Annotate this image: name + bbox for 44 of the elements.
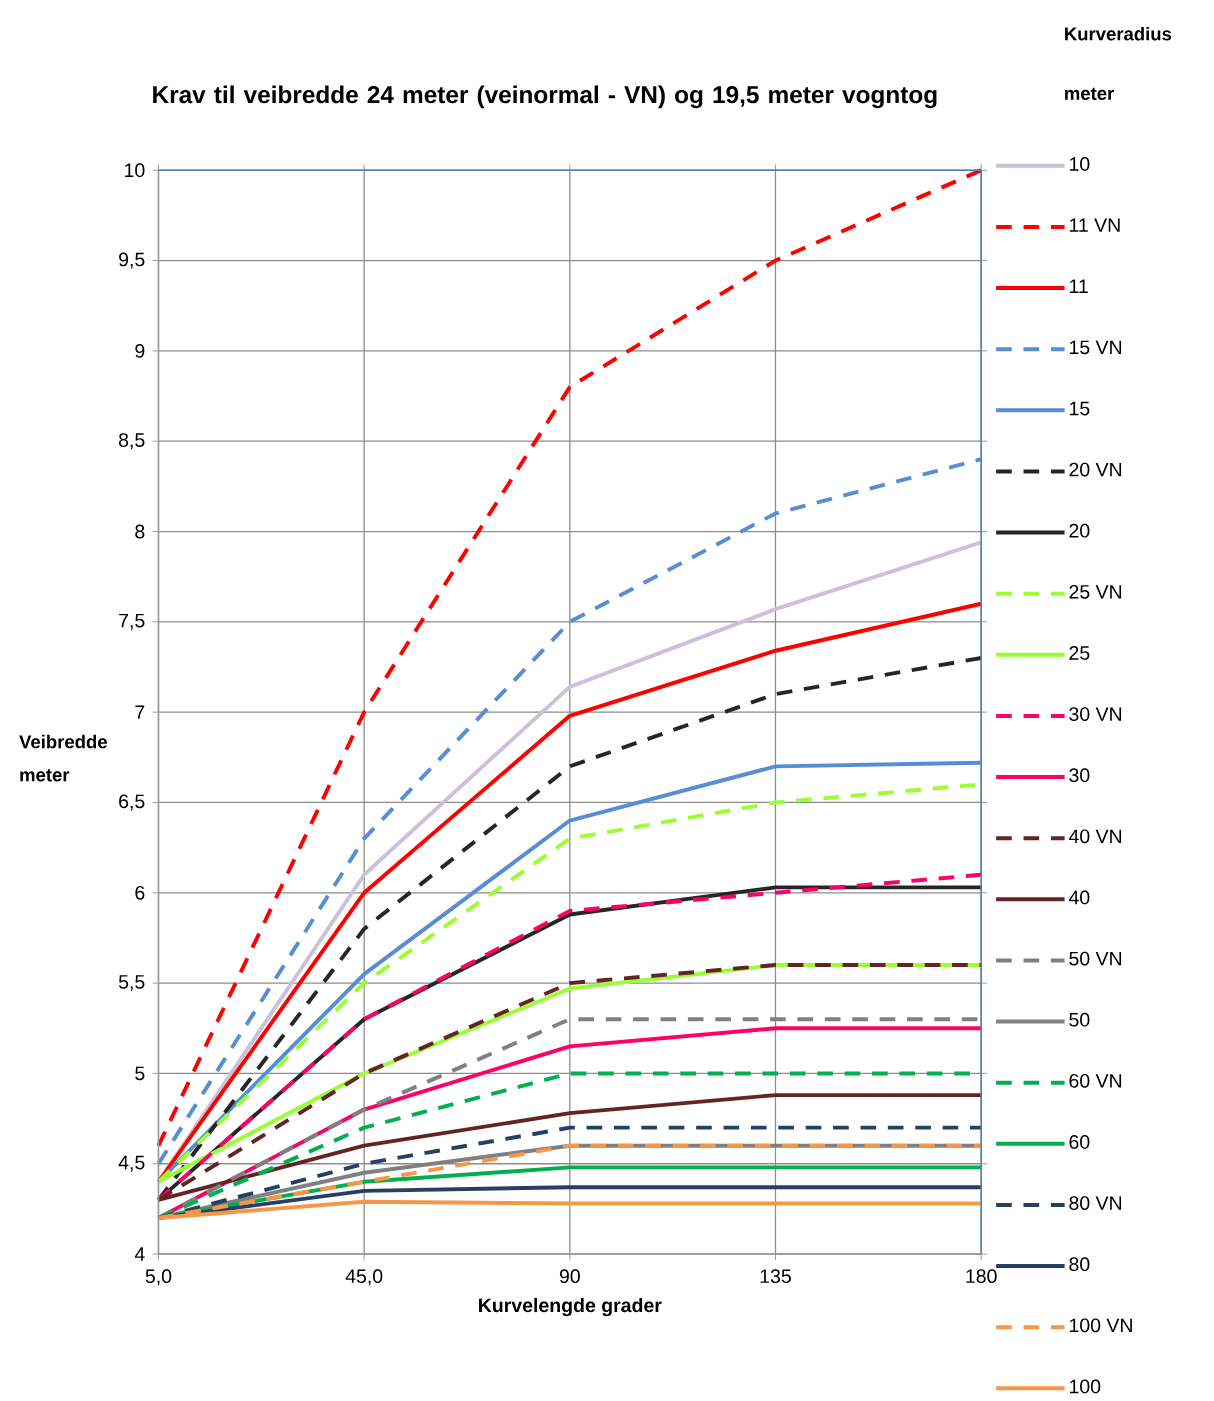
x-tick-label: 45,0 [345, 1269, 383, 1286]
y-tick-label: 7,5 [119, 613, 145, 630]
legend-label: 60 [1069, 1135, 1090, 1149]
legend-label: 20 [1069, 523, 1090, 538]
legend-label: 40 VN [1069, 829, 1122, 844]
y-tick-label: 9 [135, 343, 145, 358]
legend-label: 50 VN [1069, 951, 1122, 966]
y-tick-label: 8,5 [119, 433, 145, 450]
legend-label: 30 VN [1069, 707, 1122, 721]
legend-label: 15 [1070, 401, 1090, 416]
x-tick-label: 5,0 [145, 1269, 172, 1286]
legend-label: 11 [1070, 279, 1088, 293]
legend-label: 80 VN [1069, 1196, 1122, 1210]
y-tick-label: 5 [135, 1066, 145, 1081]
legend-label: 60 VN [1069, 1073, 1122, 1088]
legend-label: 50 [1069, 1012, 1090, 1027]
y-tick-label: 5,5 [119, 975, 145, 992]
y-axis-title: Veibredde meter [19, 734, 108, 782]
legend-label: 10 [1070, 157, 1090, 171]
y-tick-label: 4,5 [118, 1155, 145, 1172]
legend-label: 20 VN [1069, 462, 1122, 477]
legend-label: 11 VN [1070, 218, 1120, 232]
y-tick-label: 7 [135, 705, 145, 719]
y-tick-label: 6 [135, 885, 145, 900]
legend-label: 25 VN [1069, 584, 1122, 599]
legend-label: 30 [1069, 768, 1090, 783]
x-axis-title: Kurvelengde grader [479, 1297, 662, 1317]
x-tick-label: 180 [966, 1269, 997, 1284]
legend-label: 25 [1069, 646, 1090, 660]
x-tick-label: 135 [760, 1269, 792, 1284]
y-tick-label: 8 [135, 524, 145, 539]
line-series [156, 168, 984, 1148]
legend-label: 40 [1069, 890, 1090, 905]
legend-label: 100 VN [1070, 1318, 1132, 1333]
legend-label: 100 [1070, 1379, 1101, 1394]
y-tick-label: 10 [125, 163, 145, 178]
text: Kurveradius meter [1065, 26, 1172, 100]
x-tick-label: 90 [559, 1269, 580, 1284]
y-tick-label: 4 [134, 1247, 145, 1261]
legend-label: 15 VN [1070, 340, 1122, 355]
y-tick-label: 9,5 [119, 252, 145, 269]
legend-label: 80 [1069, 1257, 1090, 1272]
chart-title: Krav til veibredde 24 meter (veinormal - VN) og 19,5 meter vogntog [153, 85, 937, 109]
y-tick-label: 6,5 [119, 794, 145, 811]
